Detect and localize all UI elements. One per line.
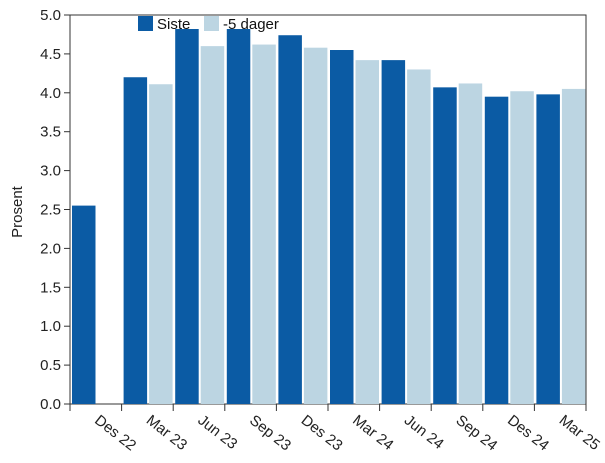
bar-siste-9 — [536, 94, 560, 405]
bar-minus-5-dager-9 — [561, 88, 586, 404]
bar-minus-5-dager-7 — [458, 83, 483, 405]
bar-siste-1 — [123, 77, 148, 405]
bar-siste-3 — [226, 29, 251, 404]
legend-swatch-minus-5-dager — [204, 16, 219, 31]
y-tick-label: 4.0 — [40, 85, 61, 102]
bar-siste-0 — [72, 205, 96, 404]
bar-minus-5-dager-8 — [510, 91, 534, 405]
y-tick-label: 4.5 — [40, 46, 61, 63]
plot-area — [69, 14, 587, 405]
bar-minus-5-dager-2 — [200, 46, 225, 405]
y-tick-label: 1.0 — [40, 318, 61, 335]
legend: Siste -5 dager — [138, 16, 279, 33]
y-tick-label: 5.0 — [40, 7, 61, 24]
plot-border — [69, 14, 587, 405]
y-tick-label: 0.5 — [40, 357, 61, 374]
bar-siste-6 — [381, 60, 406, 405]
x-tick-label: Sep 24 — [453, 412, 501, 455]
legend-swatch-siste — [138, 16, 153, 31]
bar-siste-4 — [278, 35, 302, 404]
y-axis-title: Prosent — [9, 185, 26, 238]
x-tick-label: Mar 23 — [143, 412, 190, 454]
y-tick-label: 2.5 — [40, 202, 61, 219]
bar-minus-5-dager-4 — [303, 47, 328, 405]
x-tick-label: Mar 25 — [556, 412, 603, 454]
bar-siste-2 — [175, 29, 199, 404]
y-tick-label: 3.5 — [40, 124, 61, 141]
x-tick-label: Des 24 — [504, 412, 552, 455]
y-tick-label: 2.0 — [40, 240, 61, 257]
bar-minus-5-dager-6 — [407, 69, 431, 405]
bar-minus-5-dager-5 — [355, 60, 379, 405]
bar-siste-7 — [433, 87, 457, 404]
x-tick-label: Sep 23 — [246, 412, 294, 455]
bar-siste-5 — [330, 50, 354, 404]
bar-siste-8 — [484, 96, 509, 404]
y-tick-label: 3.0 — [40, 163, 61, 180]
bar-minus-5-dager-3 — [252, 44, 276, 405]
y-tick-label: 1.5 — [40, 279, 61, 296]
x-tick-label: Jun 23 — [195, 412, 241, 453]
x-axis: Des 22 Mar 23 Jun 23 Sep 23 Des 23 Mar 24 Jun … — [69, 404, 603, 455]
bar-minus-5-dager-1 — [149, 84, 173, 405]
legend-label-minus-5-dager: -5 dager — [223, 16, 279, 33]
x-tick-label: Des 22 — [91, 412, 139, 455]
y-axis: 0.0 0.5 1.0 1.5 2.0 2.5 3.0 3.5 4.0 4.5 5.0 — [40, 7, 70, 413]
x-tick-label: Des 23 — [298, 412, 346, 455]
legend-label-siste: Siste — [157, 16, 190, 33]
bars-group — [72, 29, 586, 405]
x-tick-label: Mar 24 — [349, 412, 396, 454]
y-tick-label: 0.0 — [40, 396, 61, 413]
x-tick-label: Jun 24 — [401, 412, 447, 453]
